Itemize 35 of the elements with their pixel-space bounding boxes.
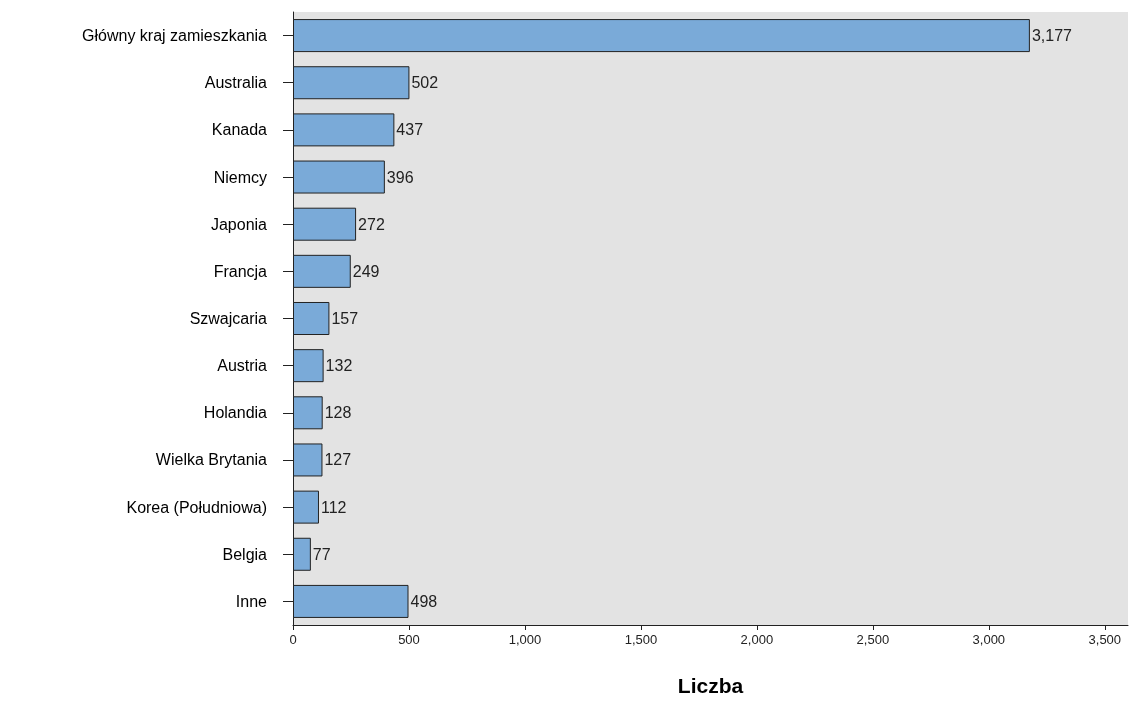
y-tick-label: Korea (Południowa) [126,498,267,516]
x-tick-label: 3,000 [972,632,1006,647]
x-tick-label: 2,500 [856,632,890,647]
x-tick-label: 0 [289,632,297,647]
x-tick-label: 1,000 [508,632,542,647]
y-tick-label: Szwajcaria [189,310,268,327]
x-tick-label: 2,000 [740,632,774,647]
y-tick-label: Austria [217,357,268,375]
data-label: 498 [410,592,438,610]
x-tick-label: 500 [398,632,420,647]
x-axis-title: Liczba [677,674,744,697]
data-label: 396 [386,168,414,186]
data-label: 127 [324,451,352,469]
data-label: 157 [331,310,359,327]
data-label: 437 [396,121,424,139]
y-tick-label: Australia [204,74,268,92]
y-tick-label: Główny kraj zamieszkania [82,27,268,45]
y-tick-label: Kanada [211,121,268,139]
x-tick-label: 1,500 [624,632,658,647]
data-label: 112 [320,498,347,516]
y-tick-label: Francja [213,262,268,280]
data-label: 249 [352,262,380,280]
y-tick-label: Holandia [203,404,268,422]
y-tick-label: Niemcy [213,168,267,186]
y-tick-label: Wielka Brytania [155,451,268,469]
y-tick-label: Inne [235,592,268,610]
data-label: 128 [324,404,352,422]
data-label: 77 [312,545,331,563]
data-label: 502 [411,74,439,92]
data-label: 132 [325,357,353,375]
data-label: 272 [358,215,385,233]
y-tick-label: Japonia [210,215,268,233]
y-tick-label: Belgia [222,545,268,563]
x-tick-label: 3,500 [1088,632,1122,647]
data-label: 3,177 [1031,27,1073,45]
